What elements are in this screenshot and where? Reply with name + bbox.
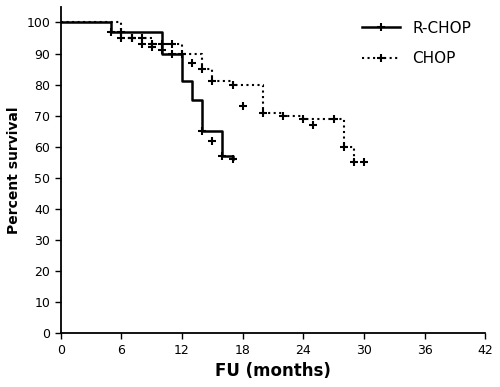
Point (158, 47, 166, 53)
CHOP (230, 82, 235, 87)
CHOP (280, 113, 286, 118)
R-CHOP (179, 51, 185, 56)
Point (178, 50, 186, 57)
Point (138, 41, 145, 47)
CHOP (118, 20, 124, 25)
Point (228, 156, 236, 162)
Point (310, 122, 318, 128)
CHOP (118, 36, 124, 40)
R-CHOP (230, 157, 235, 161)
CHOP (179, 42, 185, 46)
Point (118, 29, 126, 35)
CHOP (340, 144, 346, 149)
Legend: R-CHOP, CHOP: R-CHOP, CHOP (356, 15, 478, 72)
Point (188, 60, 196, 66)
R-CHOP (220, 129, 226, 134)
R-CHOP (108, 29, 114, 34)
Point (138, 35, 145, 41)
CHOP (340, 116, 346, 121)
CHOP (210, 67, 216, 71)
Point (330, 116, 338, 122)
CHOP (260, 82, 266, 87)
CHOP (280, 110, 286, 115)
Point (198, 128, 206, 134)
Point (208, 79, 216, 85)
Point (128, 35, 136, 41)
Point (108, 29, 116, 35)
CHOP (200, 51, 205, 56)
Point (340, 144, 347, 150)
Point (238, 103, 246, 110)
R-CHOP (159, 51, 165, 56)
CHOP (230, 79, 235, 84)
R-CHOP (200, 98, 205, 103)
Point (198, 66, 206, 72)
Point (148, 44, 156, 50)
X-axis label: FU (months): FU (months) (215, 362, 331, 380)
CHOP (58, 20, 64, 25)
Point (208, 137, 216, 144)
R-CHOP (159, 29, 165, 34)
CHOP (148, 36, 154, 40)
Point (360, 159, 368, 165)
Point (158, 41, 166, 47)
CHOP (351, 160, 357, 164)
CHOP (300, 116, 306, 121)
CHOP (300, 113, 306, 118)
CHOP (148, 42, 154, 46)
R-CHOP (230, 154, 235, 158)
CHOP (210, 79, 216, 84)
R-CHOP (179, 79, 185, 84)
Point (300, 116, 308, 122)
Y-axis label: Percent survival: Percent survival (7, 106, 21, 234)
Point (259, 110, 267, 116)
Point (168, 50, 176, 57)
CHOP (200, 67, 205, 71)
R-CHOP (200, 129, 205, 134)
R-CHOP (189, 79, 195, 84)
CHOP (179, 51, 185, 56)
Point (218, 153, 226, 159)
CHOP (260, 110, 266, 115)
R-CHOP (58, 20, 64, 25)
Point (118, 35, 126, 41)
Point (228, 82, 236, 88)
Point (128, 35, 136, 41)
CHOP (351, 144, 357, 149)
Point (148, 41, 156, 47)
Point (350, 159, 358, 165)
Point (279, 113, 287, 119)
R-CHOP (108, 20, 114, 25)
Line: CHOP: CHOP (61, 22, 354, 162)
Line: R-CHOP: R-CHOP (61, 22, 232, 159)
Point (168, 41, 176, 47)
R-CHOP (189, 98, 195, 103)
R-CHOP (220, 154, 226, 158)
